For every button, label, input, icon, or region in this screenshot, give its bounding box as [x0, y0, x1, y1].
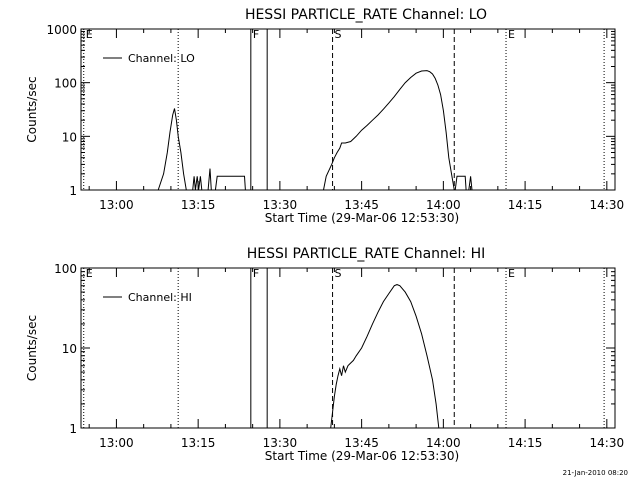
- y-axis-label-lo: Counts/sec: [25, 76, 39, 142]
- series-line-lo-segment-5: [454, 175, 467, 191]
- marker-label-lo: E: [86, 28, 93, 41]
- marker-label-hi: E: [508, 267, 515, 280]
- x-tick-label-lo: 13:15: [181, 198, 216, 212]
- series-line-lo-segment-2: [207, 168, 212, 191]
- chart-panel-lo: HESSI PARTICLE_RATE Channel: LO 1 10 100 100…: [25, 7, 624, 225]
- series-line-lo-segment-1: [192, 176, 203, 191]
- x-tick-label-lo: 13:00: [99, 198, 134, 212]
- x-tick-label-hi: 13:45: [344, 436, 379, 450]
- marker-label-hi: F: [253, 267, 259, 280]
- x-tick-label-hi: 14:00: [426, 436, 461, 450]
- y-tick-label-lo: 1: [69, 184, 77, 198]
- x-tick-label-lo: 14:15: [508, 198, 543, 212]
- marker-label-hi: S: [335, 267, 342, 280]
- x-tick-label-lo: 14:00: [426, 198, 461, 212]
- x-tick-label-hi: 13:00: [99, 436, 134, 450]
- marker-label-lo: E: [508, 28, 515, 41]
- series-line-lo-segment-4: [323, 70, 455, 191]
- plot-frame-lo: [80, 28, 616, 191]
- marker-label-lo: F: [253, 28, 259, 41]
- legend-label-hi: Channel: HI: [128, 291, 192, 304]
- x-tick-label-hi: 13:30: [263, 436, 298, 450]
- x-tick-label-hi: 14:15: [508, 436, 543, 450]
- marker-label-lo: S: [335, 28, 342, 41]
- x-tick-label-lo: 13:30: [263, 198, 298, 212]
- series-line-lo-segment-6: [468, 176, 473, 191]
- y-axis-label-hi: Counts/sec: [25, 315, 39, 381]
- y-tick-label-lo: 10: [62, 130, 77, 144]
- chart-panel-hi: HESSI PARTICLE_RATE Channel: HI 1 10 100 13:…: [25, 246, 624, 463]
- series-line-lo-segment-3: [214, 175, 246, 191]
- x-tick-label-lo: 13:45: [344, 198, 379, 212]
- x-tick-label-lo: 14:30: [590, 198, 625, 212]
- marker-label-hi: E: [86, 267, 93, 280]
- chart-title-hi: HESSI PARTICLE_RATE Channel: HI: [247, 246, 485, 262]
- y-tick-label-hi: 10: [62, 342, 77, 356]
- series-line-lo-segment-0: [157, 108, 187, 191]
- y-tick-label-hi: 1: [69, 422, 77, 436]
- x-tick-label-hi: 13:15: [181, 436, 216, 450]
- y-tick-label-lo: 100: [54, 77, 77, 91]
- legend-label-lo: Channel: LO: [128, 52, 195, 65]
- footer-timestamp: 21-Jan-2010 08:20: [563, 469, 628, 477]
- x-axis-label-lo: Start Time (29-Mar-06 12:53:30): [265, 211, 459, 225]
- chart-title-lo: HESSI PARTICLE_RATE Channel: LO: [245, 7, 487, 23]
- series-line-hi-segment-0: [330, 284, 440, 429]
- y-tick-label-lo: 1000: [46, 23, 77, 37]
- x-tick-label-hi: 14:30: [590, 436, 625, 450]
- x-axis-label-hi: Start Time (29-Mar-06 12:53:30): [265, 449, 459, 463]
- y-tick-label-hi: 100: [54, 262, 77, 276]
